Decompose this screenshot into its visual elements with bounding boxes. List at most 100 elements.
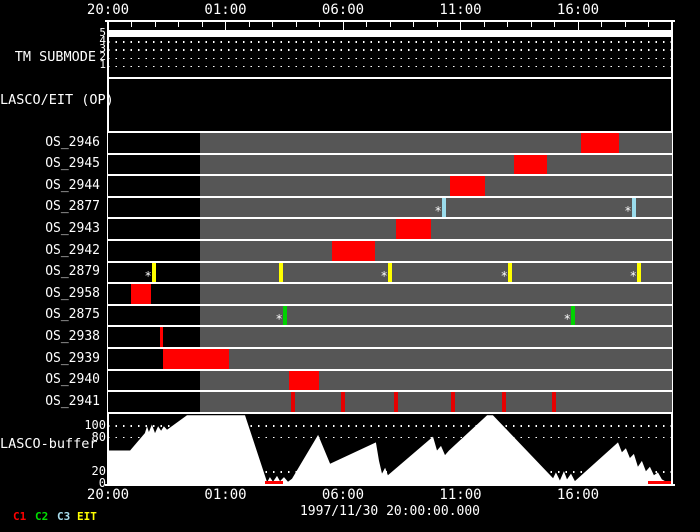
row-label: OS_2942 — [45, 242, 100, 258]
legend-c1: C1 — [13, 510, 27, 523]
asterisk-marker: * — [500, 269, 508, 284]
row-band-night — [108, 197, 200, 218]
os-schedule-bar — [162, 349, 230, 369]
event-tick — [571, 305, 575, 326]
row-band-night — [108, 133, 200, 153]
tm-submode-active-bar — [108, 30, 672, 37]
event-tick — [341, 392, 345, 412]
event-tick — [552, 392, 556, 412]
event-tick — [279, 262, 283, 283]
event-tick — [442, 197, 446, 218]
row-separator-line — [108, 411, 672, 414]
row-band-night — [108, 327, 200, 347]
time-label-bottom: 16:00 — [556, 487, 600, 503]
buffer-empty-segment — [264, 480, 284, 484]
row-band-day — [199, 349, 672, 369]
asterisk-marker: * — [624, 204, 632, 219]
row-label: OS_2944 — [45, 177, 100, 193]
time-label-bottom: 06:00 — [321, 487, 365, 503]
hour-tick — [671, 20, 673, 27]
os-schedule-bar — [449, 176, 485, 196]
hour-tick — [389, 20, 391, 27]
row-separator-line — [108, 152, 672, 155]
buffer-gridline — [108, 425, 672, 427]
row-band-day — [199, 241, 672, 261]
plot-left-border — [107, 20, 109, 485]
row-label: OS_2875 — [45, 307, 100, 323]
legend-c2: C2 — [35, 510, 49, 523]
event-tick — [508, 262, 512, 283]
tm-level-label: 5 — [99, 26, 106, 39]
hour-tick — [366, 20, 368, 27]
buffer-gridline — [108, 436, 672, 439]
asterisk-marker: * — [434, 204, 442, 219]
time-label-top: 06:00 — [321, 2, 365, 18]
row-separator-line — [108, 282, 672, 285]
hour-tick — [178, 20, 180, 27]
row-separator-line — [108, 195, 672, 198]
event-tick — [451, 392, 455, 412]
hour-tick — [624, 20, 626, 27]
buffer-ytick-label: 80 — [91, 429, 106, 444]
buffer-ytick-label: 20 — [91, 464, 106, 479]
buffer-ytick-label: 100 — [84, 418, 106, 433]
row-separator-line — [108, 325, 672, 328]
asterisk-marker: * — [275, 312, 283, 327]
row-separator-line — [108, 217, 672, 220]
lasco-eit-op-label: LASCO/EIT (OP) — [0, 92, 114, 108]
row-separator-line — [108, 260, 672, 263]
row-band-day — [199, 219, 672, 239]
event-tick — [388, 262, 392, 283]
time-label-top: 11:00 — [439, 2, 482, 18]
buffer-empty-segment — [648, 480, 672, 484]
hour-tick — [131, 20, 133, 27]
row-band-day — [199, 133, 672, 153]
tm-level-label: 4 — [99, 34, 106, 47]
time-label-bottom: 20:00 — [86, 487, 130, 503]
asterisk-marker: * — [629, 269, 637, 284]
tm-level-label: 3 — [99, 42, 106, 55]
buffer-area-chart — [108, 415, 672, 484]
row-band-day — [199, 327, 672, 347]
row-band-night — [108, 219, 200, 239]
hour-tick — [483, 20, 485, 27]
time-label-bottom: 01:00 — [204, 487, 247, 503]
hour-tick — [577, 20, 579, 31]
row-band-day — [199, 176, 672, 196]
hour-tick — [648, 20, 650, 27]
row-band-night — [108, 305, 200, 326]
row-band-night — [108, 370, 200, 391]
asterisk-marker: * — [563, 312, 571, 327]
time-label-top: 01:00 — [204, 2, 247, 18]
hour-tick — [507, 20, 509, 27]
hour-tick — [342, 20, 344, 31]
row-separator-line — [108, 130, 672, 133]
row-band-night — [108, 241, 200, 261]
hour-tick — [272, 20, 274, 27]
hour-tick — [413, 20, 415, 27]
tm-level-label: 2 — [99, 50, 106, 63]
os-schedule-bar — [331, 241, 375, 261]
row-separator-line — [108, 303, 672, 306]
hour-tick — [554, 20, 556, 27]
row-separator-line — [108, 368, 672, 371]
buffer-ytick-label: 0 — [98, 476, 106, 490]
row-label: OS_2941 — [45, 393, 100, 409]
hour-tick — [295, 20, 297, 27]
tm-gridline — [108, 57, 672, 60]
tm-gridline — [108, 41, 672, 43]
os-schedule-bar — [396, 219, 431, 239]
tm-gridline — [108, 49, 672, 51]
legend-c3: C3 — [57, 510, 71, 523]
event-tick — [283, 305, 287, 326]
row-separator-line — [108, 346, 672, 349]
event-tick — [632, 197, 636, 218]
hour-tick — [248, 20, 250, 27]
hour-tick — [460, 20, 462, 31]
event-tick — [152, 262, 156, 283]
hour-tick — [601, 20, 603, 27]
row-label: OS_2943 — [45, 220, 100, 236]
row-band-night — [108, 392, 200, 412]
os-schedule-bar — [131, 284, 151, 304]
buffer-area-fill — [108, 415, 672, 484]
